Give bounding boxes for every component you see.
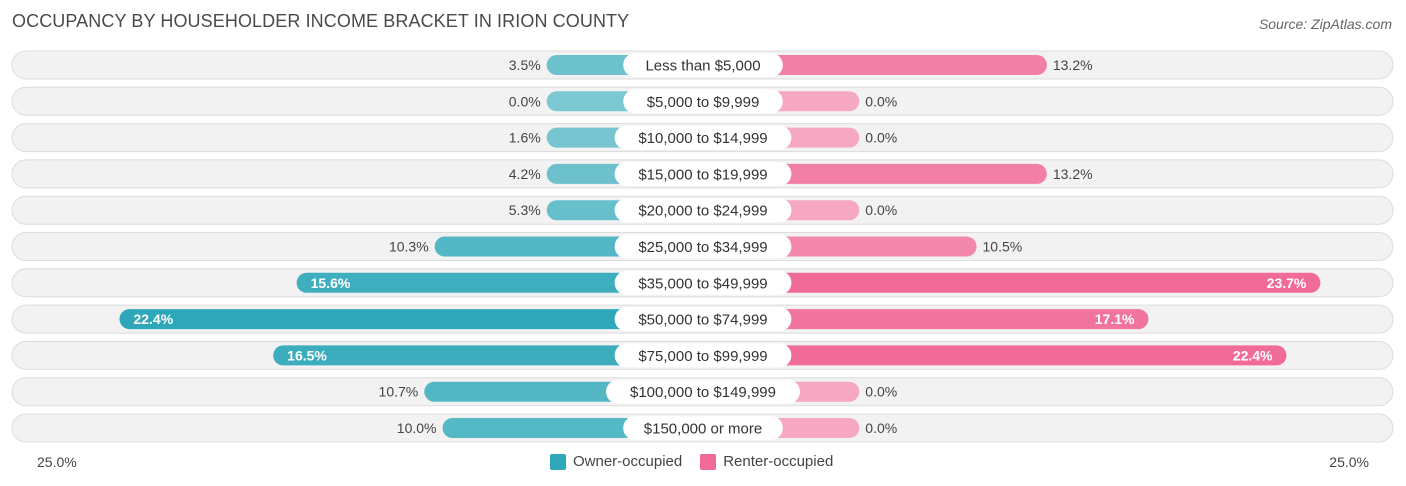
- category-label: $50,000 to $74,999: [638, 312, 767, 329]
- category-label: $35,000 to $49,999: [638, 275, 767, 292]
- legend-swatch-owner: [550, 453, 566, 470]
- category-label-box: [614, 161, 792, 186]
- category-label: $25,000 to $34,999: [638, 239, 767, 256]
- category-label-box: [623, 89, 783, 114]
- category-label-box: [623, 416, 783, 440]
- value-label-renter: 0.0%: [865, 93, 897, 109]
- bar-renter[interactable]: [703, 309, 1149, 330]
- category-label: $10,000 to $14,999: [638, 130, 767, 147]
- category-label-box: [614, 270, 792, 295]
- chart-title: OCCUPANCY BY HOUSEHOLDER INCOME BRACKET …: [12, 11, 630, 31]
- bar-renter[interactable]: [703, 345, 1287, 366]
- value-label-owner: 15.6%: [311, 275, 351, 291]
- axis-right-label: 25.0%: [1329, 454, 1369, 470]
- category-label: $20,000 to $24,999: [638, 203, 767, 220]
- legend-item-owner[interactable]: Owner-occupied: [550, 453, 682, 470]
- value-label-renter: 10.5%: [983, 239, 1023, 255]
- value-label-owner: 22.4%: [133, 311, 173, 327]
- legend-label-owner: Owner-occupied: [573, 453, 683, 470]
- value-label-renter: 0.0%: [865, 130, 897, 146]
- category-label-box: [623, 53, 783, 77]
- category-label: $100,000 to $149,999: [630, 384, 776, 401]
- value-label-owner: 5.3%: [509, 202, 541, 218]
- category-label-box: [614, 198, 792, 223]
- value-label-owner: 1.6%: [509, 130, 541, 146]
- value-label-owner: 3.5%: [509, 57, 541, 73]
- value-label-owner: 4.2%: [509, 166, 541, 182]
- category-label: Less than $5,000: [645, 58, 760, 75]
- legend-swatch-renter: [700, 453, 717, 470]
- category-label: $75,000 to $99,999: [638, 348, 767, 365]
- value-label-renter: 0.0%: [865, 384, 897, 400]
- source-label: Source: ZipAtlas.com: [1258, 16, 1392, 32]
- category-label: $5,000 to $9,999: [647, 94, 760, 111]
- bar-renter[interactable]: [703, 272, 1321, 293]
- category-label-box: [614, 234, 792, 259]
- value-label-renter: 23.7%: [1267, 275, 1307, 291]
- category-label-box: [614, 125, 792, 150]
- value-label-renter: 13.2%: [1053, 57, 1093, 73]
- value-label-owner: 16.5%: [287, 347, 327, 363]
- axis-left-label: 25.0%: [37, 454, 77, 470]
- category-label-box: [614, 343, 792, 368]
- value-label-renter: 0.0%: [865, 420, 897, 436]
- value-label-owner: 10.7%: [379, 384, 419, 400]
- value-label-owner: 10.0%: [397, 420, 437, 436]
- value-label-owner: 10.3%: [389, 239, 429, 255]
- category-label: $15,000 to $19,999: [638, 166, 767, 183]
- legend: Owner-occupied Renter-occupied: [550, 453, 833, 470]
- bar-owner[interactable]: [119, 309, 704, 330]
- legend-item-renter[interactable]: Renter-occupied: [700, 453, 833, 470]
- value-label-renter: 22.4%: [1233, 347, 1273, 363]
- category-label-box: [606, 379, 800, 404]
- category-label: $150,000 or more: [644, 421, 762, 438]
- category-label-box: [614, 307, 792, 332]
- value-label-renter: 0.0%: [865, 202, 897, 218]
- bar-renter[interactable]: [703, 55, 1047, 75]
- bar-owner[interactable]: [296, 272, 703, 293]
- value-label-renter: 13.2%: [1053, 166, 1093, 182]
- value-label-renter: 17.1%: [1095, 311, 1135, 327]
- bar-owner[interactable]: [273, 345, 703, 366]
- value-label-owner: 0.0%: [509, 93, 541, 109]
- chart-svg: 3.5% 13.2% Less than $5,000 0.0% 0.0% $5,000 …: [11, 50, 1394, 443]
- legend-label-renter: Renter-occupied: [723, 453, 834, 470]
